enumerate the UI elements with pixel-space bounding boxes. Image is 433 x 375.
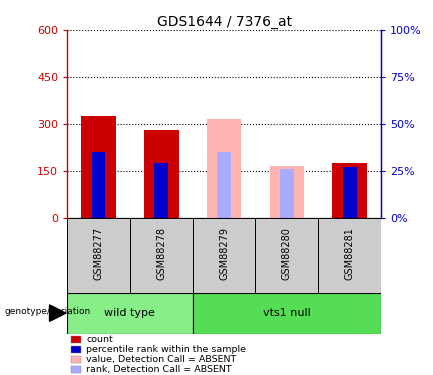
Text: count: count bbox=[86, 335, 113, 344]
Bar bbox=[193, 292, 381, 334]
Text: value, Detection Call = ABSENT: value, Detection Call = ABSENT bbox=[86, 355, 236, 364]
Bar bbox=[343, 166, 356, 218]
Bar bbox=[280, 169, 294, 217]
Bar bbox=[67, 217, 130, 292]
Bar bbox=[270, 166, 304, 218]
Title: GDS1644 / 7376_at: GDS1644 / 7376_at bbox=[156, 15, 292, 29]
Bar bbox=[207, 119, 241, 218]
Bar bbox=[318, 217, 381, 292]
Text: GSM88277: GSM88277 bbox=[94, 227, 103, 280]
Bar bbox=[67, 292, 193, 334]
Bar bbox=[92, 152, 105, 217]
Bar bbox=[333, 163, 367, 218]
Text: genotype/variation: genotype/variation bbox=[4, 307, 90, 316]
Text: GSM88280: GSM88280 bbox=[282, 227, 292, 280]
Bar bbox=[193, 217, 255, 292]
Polygon shape bbox=[49, 305, 66, 321]
Text: GSM88279: GSM88279 bbox=[219, 227, 229, 280]
Bar bbox=[255, 217, 318, 292]
Bar bbox=[81, 116, 116, 218]
Bar bbox=[144, 130, 178, 218]
Text: rank, Detection Call = ABSENT: rank, Detection Call = ABSENT bbox=[86, 365, 232, 374]
Text: percentile rank within the sample: percentile rank within the sample bbox=[86, 345, 246, 354]
Bar bbox=[155, 163, 168, 218]
Bar bbox=[217, 152, 231, 217]
Text: GSM88278: GSM88278 bbox=[156, 227, 166, 280]
Text: vts1 null: vts1 null bbox=[263, 308, 311, 318]
Text: wild type: wild type bbox=[104, 308, 155, 318]
Bar bbox=[130, 217, 193, 292]
Text: GSM88281: GSM88281 bbox=[345, 227, 355, 280]
